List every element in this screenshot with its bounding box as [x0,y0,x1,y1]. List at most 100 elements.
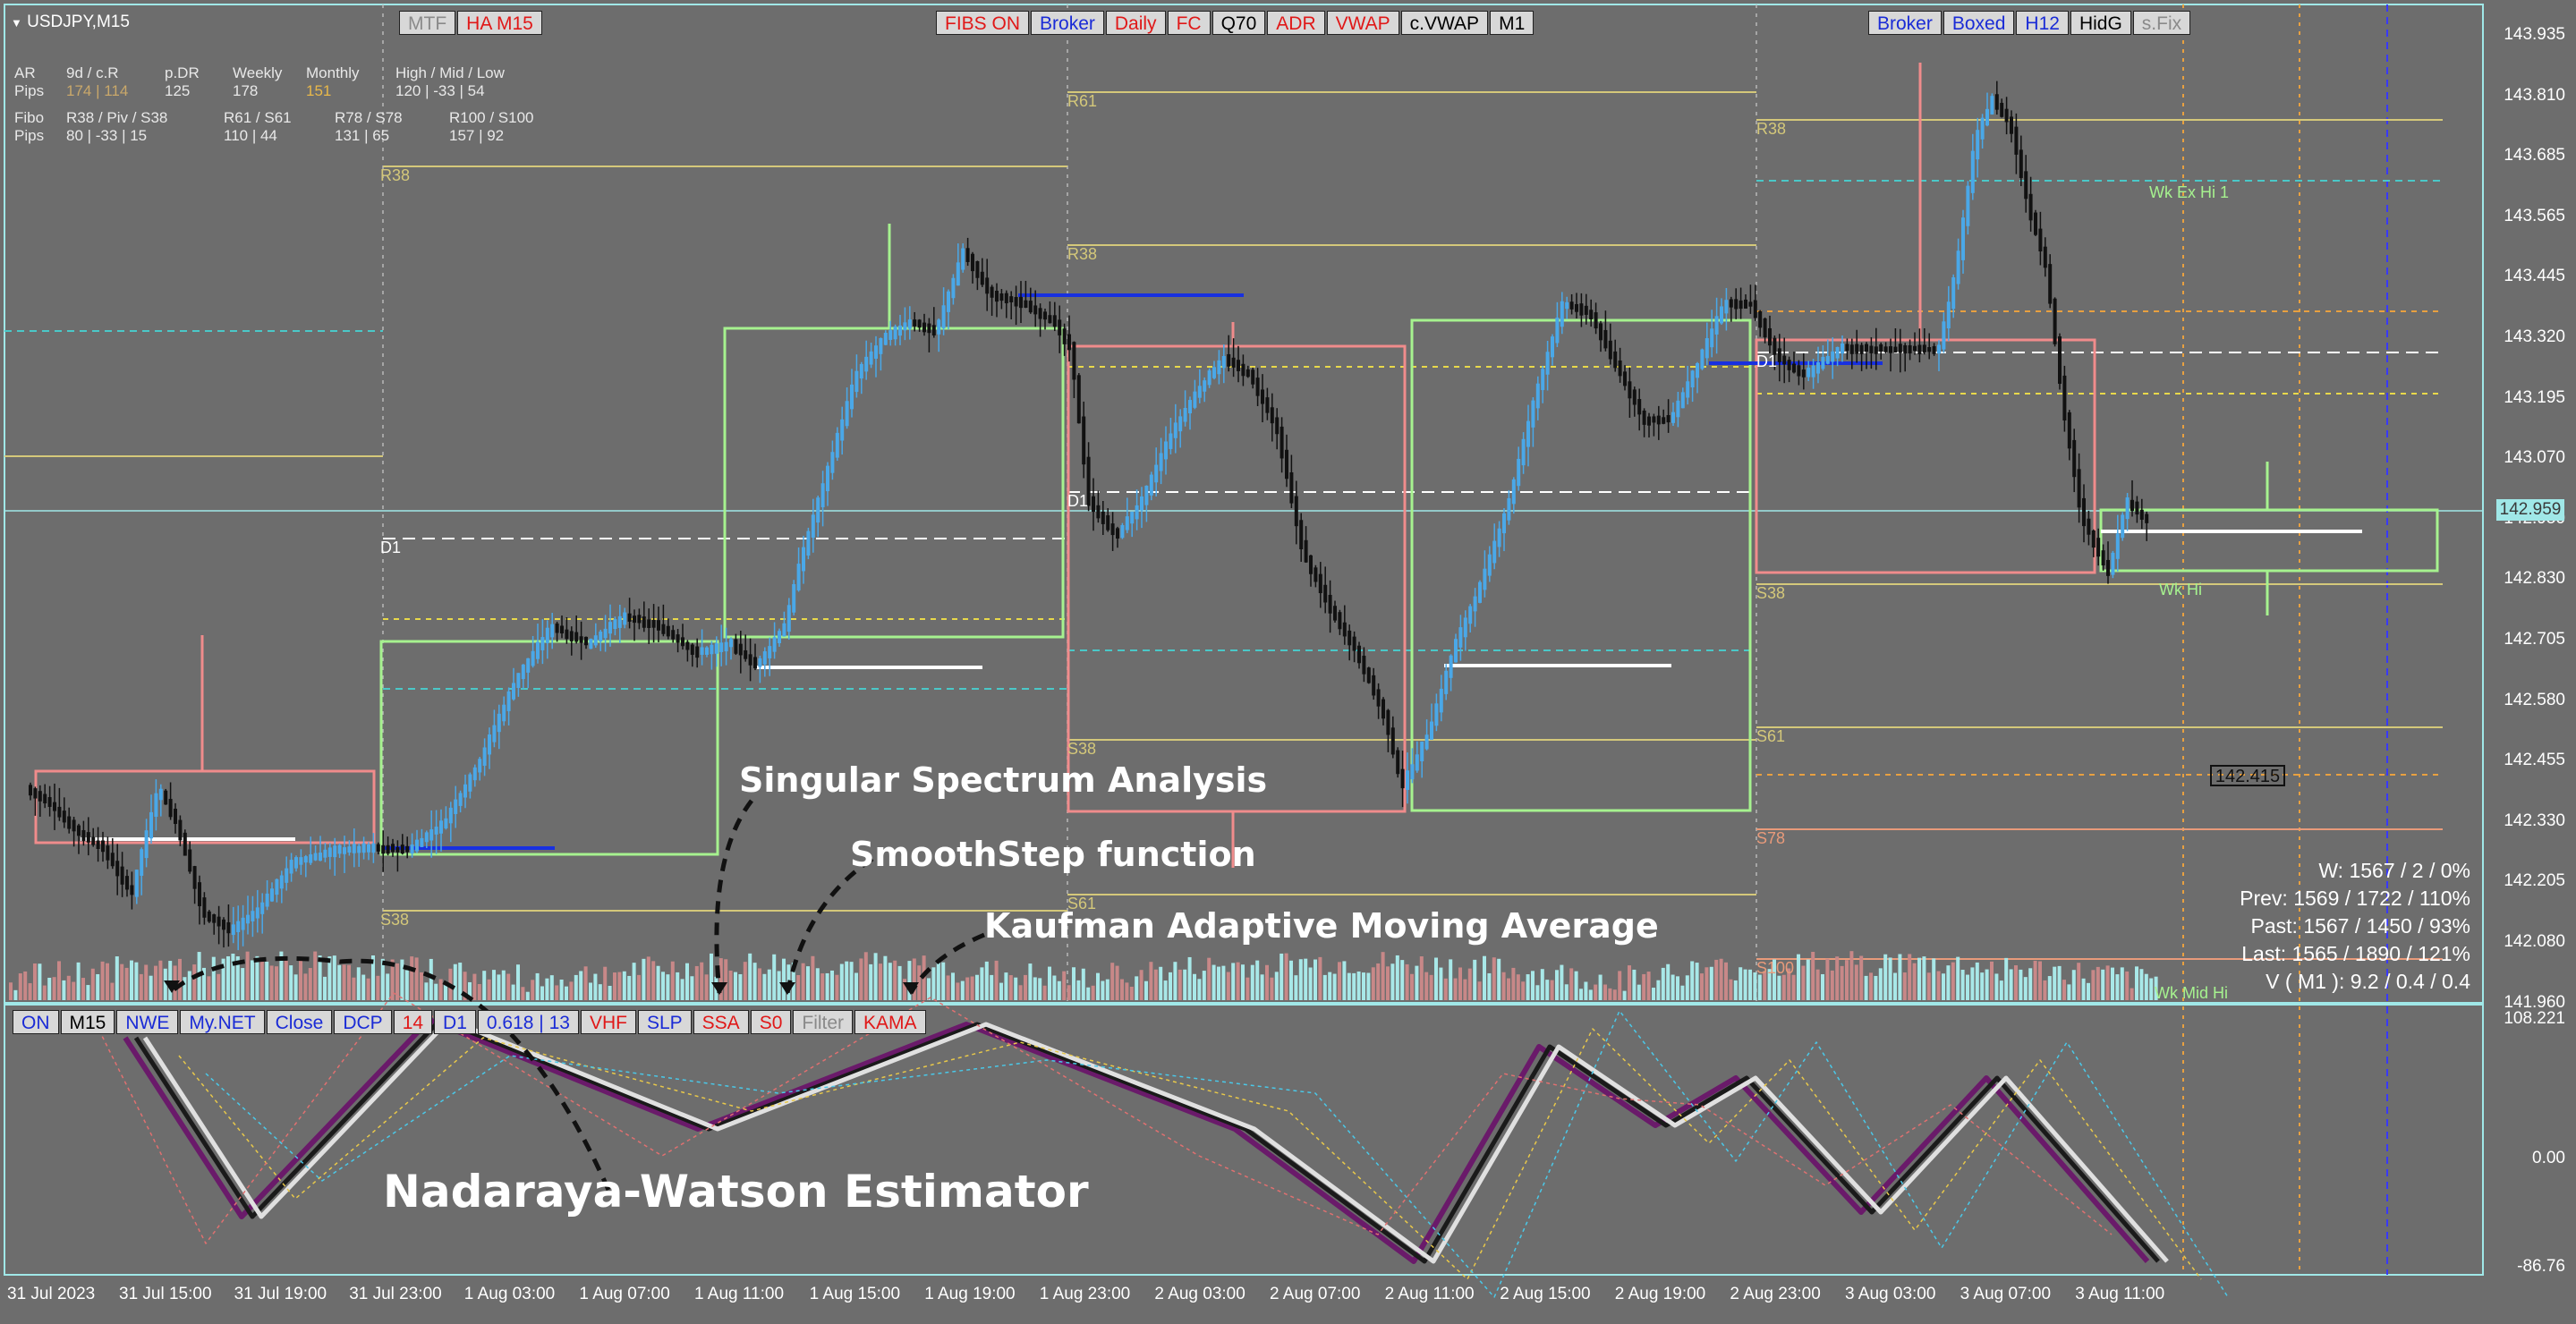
candle-body [917,319,922,328]
top-toolbar-center-adr-button[interactable]: ADR [1267,11,1325,35]
bottom-toolbar-vhf-button[interactable]: VHF [580,1010,636,1034]
candle-body [1511,479,1516,505]
volume-bar [680,979,684,1000]
top-toolbar-right-boxed-button[interactable]: Boxed [1943,11,2015,35]
candle-body [574,632,579,642]
candle-body [2034,212,2037,235]
volume-bar [429,958,433,1000]
candle-body [1739,300,1743,310]
candle-body [1473,596,1477,612]
volume-bar [676,972,680,1000]
volume-bar [13,989,18,1000]
volume-bar [1125,982,1129,1000]
volume-bar [685,963,689,1000]
volume-bar [1763,971,1767,1000]
volume-bar [1840,965,1844,1000]
top-toolbar-left-ha-m15-button[interactable]: HA M15 [457,11,542,35]
volume-bar [2004,957,2009,1000]
volume-bar [1898,954,1902,1000]
volume-bar [1057,980,1061,1000]
bottom-toolbar-m15-button[interactable]: M15 [60,1010,115,1034]
bottom-toolbar-kama-button[interactable]: KAMA [854,1010,926,1034]
session-box [379,640,719,856]
candle-body [2077,469,2081,508]
volume-bar [710,953,713,1000]
top-toolbar-center-q70-button[interactable]: Q70 [1211,11,1266,35]
bottom-toolbar-close-button[interactable]: Close [266,1010,333,1034]
top-toolbar-center-daily-button[interactable]: Daily [1105,11,1166,35]
candle-body [2139,509,2144,520]
volume-bar [1129,987,1134,1000]
top-toolbar-center-vwap-button[interactable]: VWAP [1326,11,1399,35]
top-toolbar-center-fc-button[interactable]: FC [1167,11,1211,35]
candle-body [198,882,201,906]
volume-bar [2067,984,2071,1000]
top-toolbar-right-h12-button[interactable]: H12 [2016,11,2069,35]
candle-body [367,844,370,853]
candle-body [347,846,352,853]
top-toolbar-center-c-vwap-button[interactable]: c.VWAP [1400,11,1489,35]
top-toolbar-right-hidg-button[interactable]: HidG [2070,11,2131,35]
volume-bar [1574,971,1578,1000]
candle-body [149,811,153,839]
bottom-toolbar-filter-button[interactable]: Filter [793,1010,854,1034]
bottom-toolbar-14-button[interactable]: 14 [393,1010,433,1034]
volume-bar [970,976,974,1000]
volume-bar [1211,964,1216,1000]
candle-body [1420,741,1424,762]
candle-body [1203,380,1207,392]
candle-body [478,759,482,773]
volume-bar [845,961,849,1000]
bottom-toolbar-on-button[interactable]: ON [13,1010,59,1034]
top-toolbar-center-fibs-on-button[interactable]: FIBS ON [936,11,1030,35]
volume-bar [72,981,76,1000]
candle-body [429,829,434,841]
top-toolbar-center-m1-button[interactable]: M1 [1490,11,1535,35]
top-toolbar-left-mtf-button[interactable]: MTF [399,11,456,35]
candle-body [729,639,733,648]
volume-bar [221,958,225,1000]
volume-bar [327,956,332,1000]
candle-body [168,799,173,818]
volume-bar [1467,968,1472,1000]
bottom-toolbar-nwe-button[interactable]: NWE [116,1010,179,1034]
top-toolbar-right-s-fix-button[interactable]: s.Fix [2132,11,2191,35]
top-toolbar-right-broker-button[interactable]: Broker [1868,11,1942,35]
bottom-toolbar-ssa-button[interactable]: SSA [693,1010,749,1034]
price-marker-label[interactable]: 142.415 [2210,765,2285,786]
volume-bar [936,962,940,1000]
candle-body [1207,370,1211,386]
bottom-toolbar-d1-button[interactable]: D1 [434,1010,476,1034]
candle-body [1014,296,1018,307]
volume-bar [1652,988,1655,1000]
candle-body [1299,520,1304,550]
candle-body [1454,639,1458,663]
volume-bar [1347,972,1351,1000]
candle-body [724,641,728,652]
candle-body [1932,345,1936,354]
volume-bar [1922,956,1926,1000]
level-wk-mid-hi: Wk Mid Hi [2155,984,2228,1002]
candle-body [1970,150,1975,193]
volume-bar [1801,965,1806,1000]
bottom-toolbar-my-net-button[interactable]: My.NET [180,1010,265,1034]
candle-body [2024,171,2028,199]
candle-body [627,613,632,622]
candle-body [2091,530,2096,548]
top-toolbar-center-broker-button[interactable]: Broker [1031,11,1104,35]
bottom-toolbar-s0-button[interactable]: S0 [750,1010,792,1034]
candle-body [2082,497,2086,527]
candle-body [1188,400,1192,414]
bottom-toolbar-0-618-13-button[interactable]: 0.618 | 13 [477,1010,579,1034]
candle-body [613,619,617,630]
collapse-arrow-icon[interactable]: ▼ [11,16,22,30]
candle-body [188,849,192,872]
bottom-toolbar-dcp-button[interactable]: DCP [334,1010,392,1034]
volume-bar [1322,974,1327,1000]
volume-bar [1163,980,1168,1000]
current-price-tag: 142.959 [2496,499,2564,521]
candle-body [830,452,835,473]
bottom-toolbar-slp-button[interactable]: SLP [637,1010,692,1034]
volume-bar [110,982,115,1000]
